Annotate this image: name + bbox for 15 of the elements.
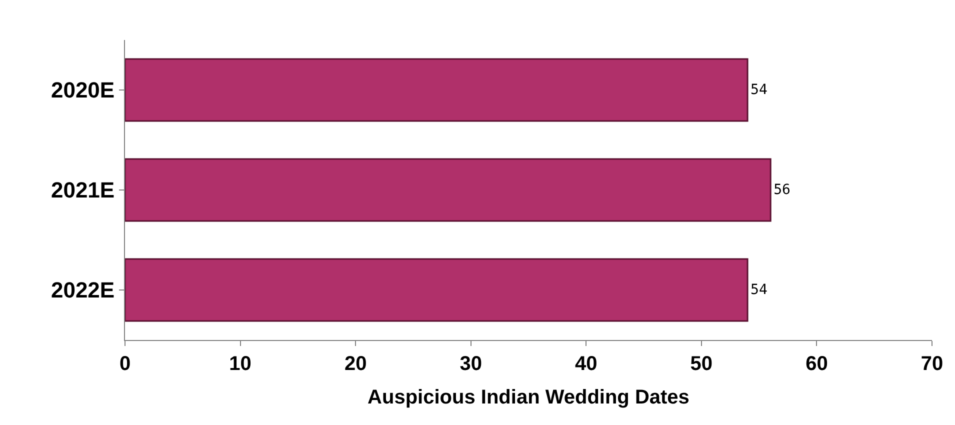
y-tick-label: 2022E: [50, 278, 115, 303]
x-tick-label: 70: [920, 353, 944, 375]
x-tick-label: 10: [229, 353, 252, 375]
x-axis-title: Auspicious Indian Wedding Dates: [368, 386, 690, 408]
y-tick-label: 2020E: [50, 78, 115, 103]
data-label: 56: [774, 182, 790, 198]
x-tick-label: 60: [806, 353, 828, 375]
x-tick-label: 0: [119, 353, 131, 375]
data-label: 54: [750, 82, 768, 98]
x-tick-label: 50: [690, 353, 713, 375]
data-label: 54: [750, 282, 768, 298]
y-tick-label: 2021E: [50, 178, 115, 203]
x-tick-label: 30: [460, 353, 482, 375]
x-tick-label: 40: [575, 353, 598, 375]
x-tick-label: 20: [344, 353, 367, 375]
